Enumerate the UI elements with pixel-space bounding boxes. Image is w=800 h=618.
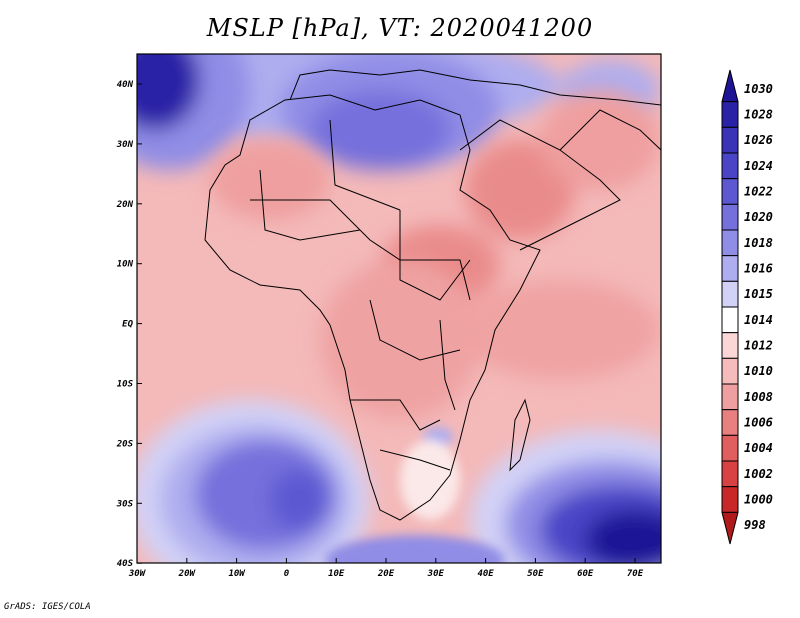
legend-label: 1008 bbox=[744, 390, 773, 404]
legend-swatch bbox=[721, 280, 739, 308]
lat-tick-label: 10S bbox=[117, 380, 134, 390]
legend-label: 1030 bbox=[744, 82, 773, 96]
lat-tick-label: 30S bbox=[116, 499, 134, 509]
legend-label: 1004 bbox=[744, 441, 773, 455]
legend-swatch bbox=[721, 203, 739, 231]
latitude-axis: 40N 30N 20N 10N EQ 10S 20S 30S 40S bbox=[116, 80, 142, 569]
legend-label: 1028 bbox=[744, 108, 773, 122]
lon-tick-label: 10W bbox=[228, 569, 246, 579]
map-title: MSLP [hPa], VT: 2020041200 bbox=[206, 14, 594, 42]
legend-label: 1014 bbox=[744, 313, 773, 327]
lon-tick-label: 10E bbox=[328, 569, 345, 579]
legend-label: 1006 bbox=[744, 416, 773, 430]
legend-swatch bbox=[721, 357, 739, 385]
legend-label: 1010 bbox=[744, 364, 773, 378]
legend-label: 1012 bbox=[744, 339, 773, 353]
legend-label: 1016 bbox=[744, 262, 773, 276]
longitude-axis: 30W 20W 10W 0 10E 20E 30E 40E 50E 60E 70E bbox=[128, 558, 644, 579]
legend-swatch bbox=[721, 126, 739, 154]
legend-label: 1020 bbox=[744, 210, 773, 224]
lon-tick-label: 30W bbox=[128, 569, 147, 579]
legend-swatch bbox=[721, 306, 739, 334]
legend-label: 998 bbox=[744, 518, 766, 532]
legend-swatch bbox=[721, 178, 739, 205]
colorbar-legend: 1030 1028 1026 1024 1022 1020 1018 1016 1015 1014… bbox=[721, 69, 773, 545]
lat-tick-label: EQ bbox=[122, 320, 133, 330]
legend-label: 1000 bbox=[744, 493, 773, 507]
lat-tick-label: 40N bbox=[117, 80, 134, 90]
legend-swatch bbox=[721, 229, 739, 257]
legend-label: 1024 bbox=[744, 159, 773, 173]
lon-tick-label: 40E bbox=[477, 569, 494, 579]
legend-label: 1018 bbox=[744, 236, 773, 250]
legend-swatch bbox=[721, 383, 739, 411]
legend-swatch bbox=[721, 486, 739, 513]
legend-swatch bbox=[721, 511, 739, 545]
lat-tick-label: 20S bbox=[116, 439, 134, 449]
lat-tick-label: 20N bbox=[116, 200, 134, 210]
credit-text: GrADS: IGES/COLA bbox=[4, 602, 91, 612]
legend-label: 1015 bbox=[744, 287, 773, 301]
lon-tick-label: 50E bbox=[527, 569, 544, 579]
lon-tick-label: 0 bbox=[284, 569, 290, 579]
legend-label: 1002 bbox=[744, 467, 773, 481]
legend-swatch bbox=[721, 409, 739, 436]
lat-tick-label: 40S bbox=[117, 559, 134, 569]
legend-swatch bbox=[721, 332, 739, 359]
pressure-field bbox=[137, 54, 661, 563]
lat-tick-label: 30N bbox=[116, 140, 134, 150]
legend-swatch bbox=[721, 434, 739, 462]
lon-tick-label: 20E bbox=[377, 569, 395, 579]
legend-label: 1026 bbox=[744, 133, 773, 147]
legend-swatch bbox=[721, 152, 739, 180]
coastlines bbox=[204, 69, 661, 521]
lon-tick-label: 60E bbox=[577, 569, 594, 579]
lat-tick-label: 10N bbox=[117, 260, 134, 270]
lon-tick-label: 70E bbox=[627, 569, 644, 579]
legend-swatch bbox=[721, 69, 739, 103]
legend-label: 1022 bbox=[744, 185, 773, 199]
legend-swatch bbox=[721, 255, 739, 282]
legend-swatch bbox=[721, 460, 739, 488]
legend-swatch bbox=[721, 101, 739, 128]
lon-tick-label: 20W bbox=[178, 569, 197, 579]
lon-tick-label: 30E bbox=[427, 569, 445, 579]
